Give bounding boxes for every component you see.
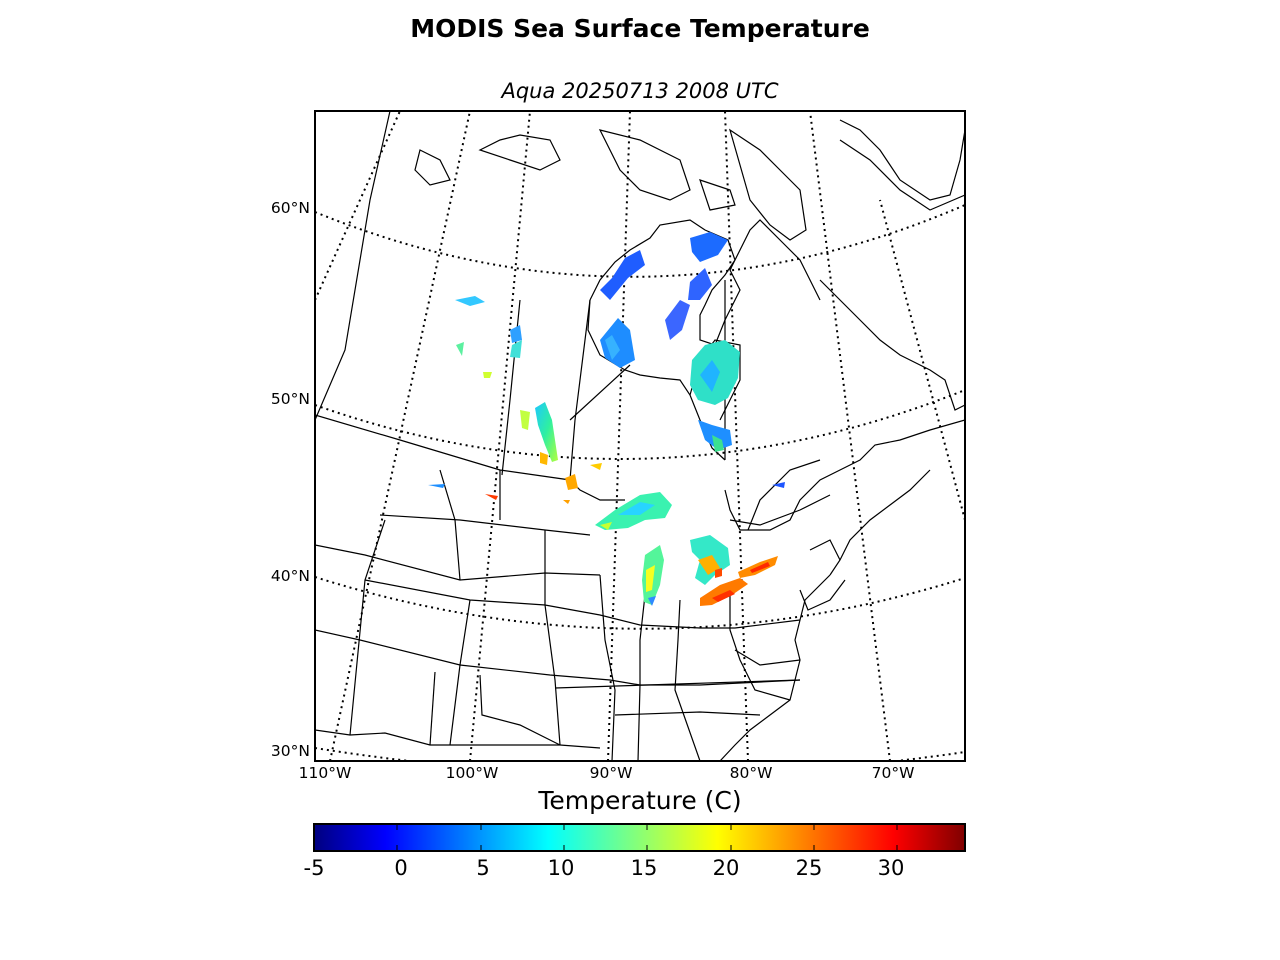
lon-label-70w: 70°W bbox=[871, 764, 915, 782]
colorbar-tick-label: 5 bbox=[476, 856, 490, 880]
graticule-meridians bbox=[315, 111, 965, 761]
colorbar-tick-label: 30 bbox=[877, 856, 905, 880]
chart-title: MODIS Sea Surface Temperature bbox=[410, 14, 870, 43]
sst-lake-winnipeg bbox=[455, 296, 602, 504]
sst-great-lakes bbox=[595, 492, 778, 606]
sst-small-lakes bbox=[428, 482, 785, 488]
lat-label-30n: 30°N bbox=[270, 742, 310, 760]
colorbar-ticks bbox=[396, 824, 898, 851]
lon-label-100w: 100°W bbox=[445, 764, 499, 782]
lon-label-110w: 110°W bbox=[298, 764, 352, 782]
coastlines-and-borders bbox=[315, 111, 965, 761]
map-frame bbox=[314, 110, 966, 762]
lat-label-50n: 50°N bbox=[270, 390, 310, 408]
lat-label-40n: 40°N bbox=[270, 567, 310, 585]
colorbar-tick-label: -5 bbox=[303, 856, 325, 880]
colorbar-tick-label: 15 bbox=[630, 856, 658, 880]
colorbar-title: Temperature (C) bbox=[538, 786, 742, 815]
colorbar-tick-label: 10 bbox=[547, 856, 575, 880]
chart-subtitle: Aqua 20250713 2008 UTC bbox=[501, 79, 779, 103]
lon-label-90w: 90°W bbox=[589, 764, 633, 782]
lat-label-60n: 60°N bbox=[270, 199, 310, 217]
sst-hudson-bay bbox=[600, 232, 728, 368]
graticule-parallels bbox=[315, 204, 965, 761]
colorbar-tick-label: 25 bbox=[795, 856, 823, 880]
colorbar-gradient bbox=[313, 823, 966, 852]
colorbar-tick-label: 20 bbox=[712, 856, 740, 880]
sst-james-bay bbox=[690, 340, 740, 452]
colorbar bbox=[313, 823, 966, 852]
lon-label-80w: 80°W bbox=[729, 764, 773, 782]
colorbar-tick-label: 0 bbox=[394, 856, 408, 880]
